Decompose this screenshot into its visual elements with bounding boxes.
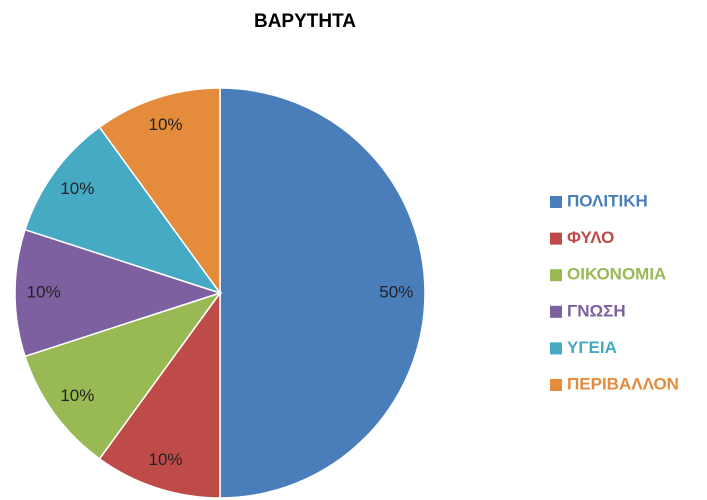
pie-slice xyxy=(98,87,221,296)
chart-title: ΒΑΡΥΤΗΤΑ xyxy=(254,11,356,32)
legend-label: ΓΝΩΣΗ xyxy=(567,301,626,320)
data-label: 50% xyxy=(379,282,413,301)
legend-swatch xyxy=(550,342,562,355)
data-label: 10% xyxy=(60,386,94,405)
pie-slice xyxy=(24,126,222,295)
legend-label: ΠΕΡΙΒΑΛΛΟΝ xyxy=(567,374,679,393)
legend-swatch xyxy=(550,379,562,391)
pie-slice xyxy=(219,87,426,499)
legend-swatch xyxy=(550,196,562,208)
legend-swatch xyxy=(550,232,562,245)
data-label: 10% xyxy=(149,450,183,469)
legend-swatch xyxy=(550,305,562,318)
legend-label: ΦΥΛΟ xyxy=(567,228,614,247)
data-label: 10% xyxy=(149,115,183,134)
pie-slice xyxy=(14,228,223,358)
pie-slice xyxy=(98,290,221,499)
legend-label: ΟΙΚΟΝΟΜΙΑ xyxy=(567,265,666,284)
legend-label: ΥΓΕΙΑ xyxy=(567,338,617,357)
pie-slice xyxy=(24,291,222,460)
data-label: 10% xyxy=(27,282,61,301)
legend-label: ΠΟΛΙΤΙΚΗ xyxy=(567,191,648,210)
legend-swatch xyxy=(550,269,562,282)
data-label: 10% xyxy=(60,179,94,198)
